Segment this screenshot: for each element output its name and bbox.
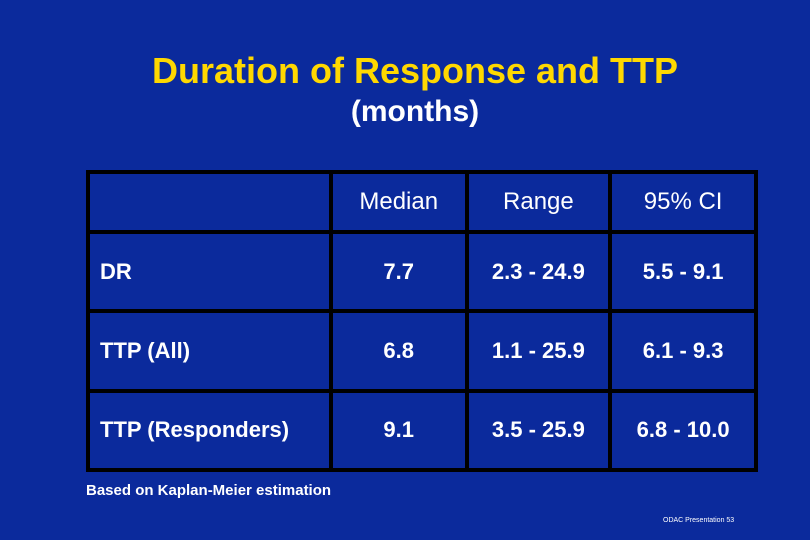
header-range: Range	[468, 174, 609, 230]
results-grid: Median Range 95% CI DR 7.7 2.3 - 24.9 5.…	[86, 170, 758, 472]
cell-range: 3.5 - 25.9	[468, 392, 609, 468]
row-label-ttp-responders: TTP (Responders)	[90, 392, 329, 468]
cell-range: 1.1 - 25.9	[468, 313, 609, 389]
results-table: Median Range 95% CI DR 7.7 2.3 - 24.9 5.…	[86, 170, 758, 472]
cell-range: 2.3 - 24.9	[468, 234, 609, 310]
cell-ci: 6.8 - 10.0	[612, 392, 754, 468]
table-row: DR 7.7 2.3 - 24.9 5.5 - 9.1	[90, 234, 754, 310]
header-ci: 95% CI	[612, 174, 754, 230]
slide-reference: ODAC Presentation 53	[663, 517, 735, 524]
table-row: TTP (Responders) 9.1 3.5 - 25.9 6.8 - 10…	[90, 392, 754, 468]
cell-median: 7.7	[332, 234, 465, 310]
header-blank-cell	[90, 174, 329, 230]
header-median: Median	[332, 174, 465, 230]
cell-ci: 6.1 - 9.3	[612, 313, 754, 389]
row-label-dr: DR	[90, 234, 329, 310]
table-row: TTP (All) 6.8 1.1 - 25.9 6.1 - 9.3	[90, 313, 754, 389]
cell-median: 6.8	[332, 313, 465, 389]
slide-title: Duration of Response and TTP	[151, 50, 679, 91]
table-header-row: Median Range 95% CI	[90, 174, 754, 230]
cell-ci: 5.5 - 9.1	[612, 234, 754, 310]
footnote: Based on Kaplan-Meier estimation	[86, 482, 332, 499]
row-label-ttp-all: TTP (All)	[90, 313, 329, 389]
slide-subtitle: (months)	[350, 95, 480, 128]
cell-median: 9.1	[332, 392, 465, 468]
